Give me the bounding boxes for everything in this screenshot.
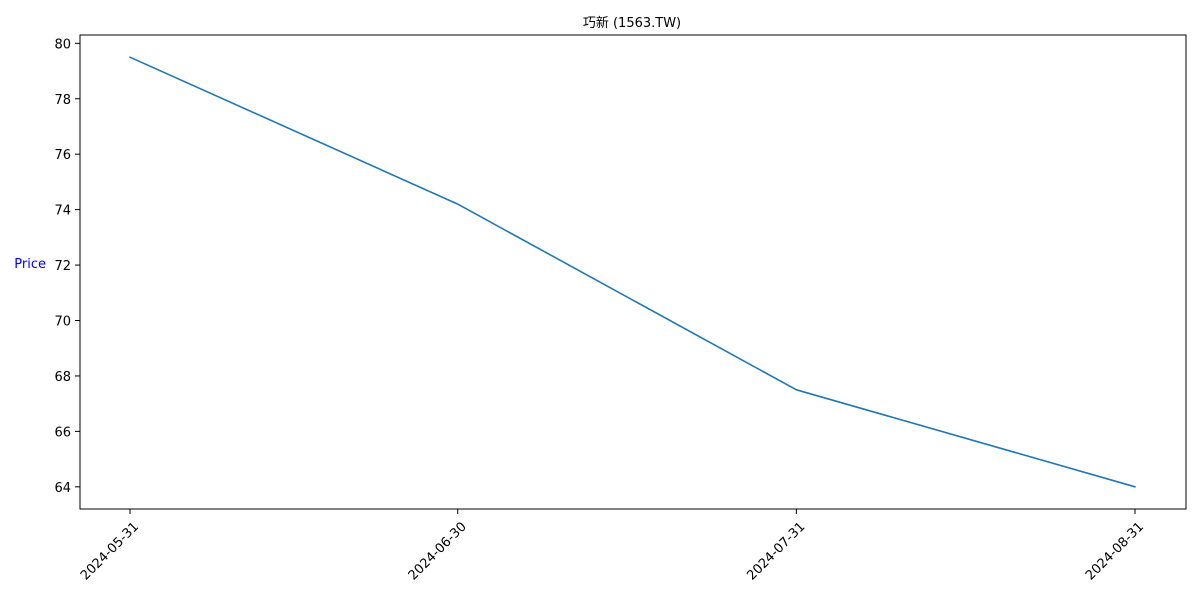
- x-tick-label: 2024-05-31: [78, 519, 142, 583]
- x-tick-label: 2024-06-30: [406, 519, 470, 583]
- y-tick-label: 64: [54, 481, 71, 496]
- series-line-price: [129, 56, 1136, 488]
- y-axis-label: Price: [14, 257, 46, 272]
- y-tick-label: 76: [54, 148, 71, 163]
- series-group: [129, 56, 1136, 488]
- x-axis-ticks: 2024-05-31 2024-06-30 2024-07-31 2024-08-31: [78, 509, 1147, 583]
- y-tick-label: 66: [54, 425, 71, 440]
- y-tick-label: 80: [54, 37, 71, 52]
- y-tick-label: 70: [54, 315, 71, 330]
- plot-area-frame: [79, 34, 1187, 510]
- x-tick-label: 2024-08-31: [1083, 519, 1147, 583]
- y-tick-label: 74: [54, 204, 71, 219]
- y-tick-label: 78: [54, 93, 71, 108]
- y-tick-label: 68: [54, 370, 71, 385]
- y-axis-ticks: 64 66 68 70 72 74 76 78 80: [54, 37, 80, 496]
- y-tick-label: 72: [54, 259, 71, 274]
- x-tick-label: 2024-07-31: [744, 519, 808, 583]
- chart-title: 巧新 (1563.TW): [583, 15, 681, 31]
